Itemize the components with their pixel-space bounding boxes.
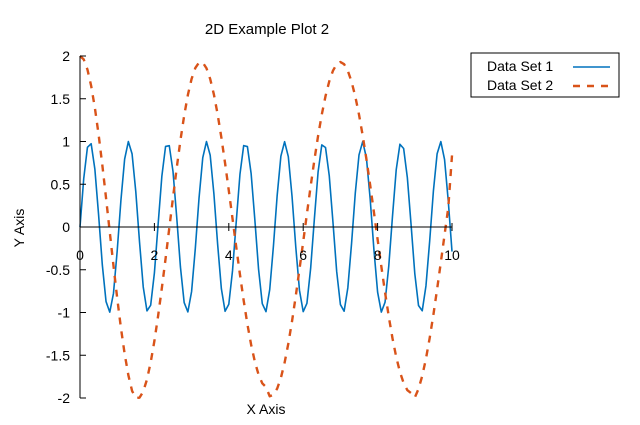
- y-tick-label-4: 0: [62, 219, 70, 235]
- x-tick-label-4: 8: [374, 247, 382, 263]
- y-tick-label-8: 2: [62, 48, 70, 64]
- y-tick-label-5: 0.5: [51, 176, 71, 192]
- x-axis-label: X Axis: [247, 401, 286, 417]
- y-tick-label-3: -0.5: [46, 262, 70, 278]
- y-tick-label-6: 1: [62, 134, 70, 150]
- series-line-1: [79, 140, 453, 313]
- series-line-2: [79, 55, 454, 400]
- x-tick-label-5: 10: [444, 247, 460, 263]
- x-tick-label-0: 0: [76, 247, 84, 263]
- legend-label-data-set-1: Data Set 1: [487, 58, 553, 74]
- plot-area: 0 2 4 6 8 10 -2 -1.5 -1 -0.5 0 0.5 1 1.5 2 X Axis Y Ax…: [11, 48, 460, 417]
- y-tick-label-2: -1: [58, 305, 71, 321]
- x-tick-label-3: 6: [299, 247, 307, 263]
- x-tick-label-2: 4: [225, 247, 233, 263]
- x-tick-label-1: 2: [151, 247, 159, 263]
- legend: Data Set 1 Data Set 2: [470, 52, 620, 98]
- y-tick-label-1: -1.5: [46, 347, 70, 363]
- y-tick-label-7: 1.5: [51, 91, 71, 107]
- legend-label-data-set-2: Data Set 2: [487, 77, 553, 93]
- legend-box: [470, 52, 620, 98]
- y-axis-label: Y Axis: [11, 209, 27, 248]
- y-tick-label-0: -2: [58, 390, 71, 406]
- chart-title: 2D Example Plot 2: [205, 21, 329, 38]
- series-layer: [79, 55, 454, 400]
- axis-layer: [79, 56, 452, 398]
- tick-layer: 0 2 4 6 8 10 -2 -1.5 -1 -0.5 0 0.5 1 1.5 2: [46, 48, 460, 406]
